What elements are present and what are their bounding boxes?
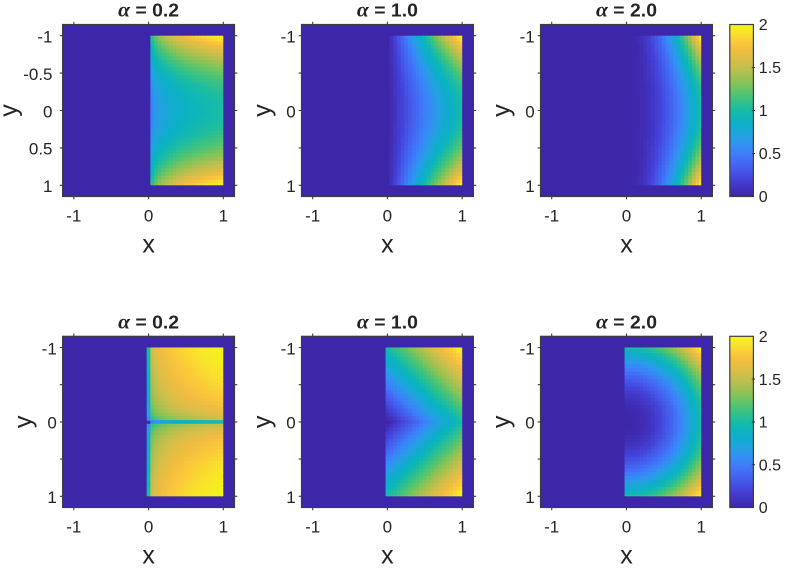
svg-text:x: x [142,231,155,259]
svg-text:2: 2 [759,17,768,34]
svg-text:1: 1 [219,518,228,537]
svg-text:0: 0 [47,414,56,433]
svg-text:α = 2.0: α = 2.0 [596,0,657,22]
svg-text:x: x [620,231,633,259]
svg-text:-1: -1 [66,207,81,226]
svg-text:0: 0 [759,500,768,517]
svg-text:2: 2 [759,329,768,346]
svg-text:0: 0 [383,207,392,226]
svg-text:-1: -1 [305,207,320,226]
svg-text:0: 0 [525,414,534,433]
svg-text:x: x [620,542,633,569]
svg-text:1: 1 [525,488,534,507]
svg-text:α = 1.0: α = 1.0 [357,0,418,22]
svg-text:1: 1 [759,103,768,120]
svg-text:-1: -1 [305,518,320,537]
svg-text:1: 1 [219,207,228,226]
svg-text:α = 2.0: α = 2.0 [596,311,657,333]
svg-text:1.5: 1.5 [759,372,781,389]
svg-text:0: 0 [383,518,392,537]
svg-text:-1: -1 [42,339,57,358]
svg-text:y: y [487,104,515,117]
svg-text:-1: -1 [37,28,52,47]
svg-text:0: 0 [759,189,768,206]
svg-text:-0.5: -0.5 [23,65,52,84]
svg-text:1: 1 [286,177,295,196]
svg-text:0.5: 0.5 [759,146,781,163]
svg-text:α = 1.0: α = 1.0 [357,311,418,333]
svg-text:y: y [487,415,515,428]
svg-text:1: 1 [525,177,534,196]
svg-text:1: 1 [696,518,705,537]
svg-text:1: 1 [43,177,52,196]
svg-text:y: y [248,104,276,117]
svg-text:-1: -1 [66,518,81,537]
svg-text:-1: -1 [281,28,296,47]
svg-text:-1: -1 [544,207,559,226]
svg-text:α = 0.2: α = 0.2 [118,311,179,333]
svg-text:-1: -1 [520,28,535,47]
svg-text:-1: -1 [281,339,296,358]
svg-text:1: 1 [286,488,295,507]
svg-text:0: 0 [622,518,631,537]
svg-text:1: 1 [759,415,768,432]
svg-text:y: y [248,415,276,428]
svg-text:1: 1 [47,488,56,507]
svg-text:x: x [381,542,394,569]
svg-text:1.5: 1.5 [759,60,781,77]
svg-text:0: 0 [144,207,153,226]
svg-text:y: y [9,415,37,428]
svg-text:-1: -1 [520,339,535,358]
svg-text:y: y [0,104,23,117]
svg-text:x: x [142,542,155,569]
svg-text:0: 0 [43,102,52,121]
svg-text:0: 0 [286,102,295,121]
svg-text:0: 0 [622,207,631,226]
svg-text:x: x [381,231,394,259]
svg-text:0: 0 [144,518,153,537]
svg-text:1: 1 [696,207,705,226]
svg-text:1: 1 [457,207,466,226]
svg-text:1: 1 [457,518,466,537]
svg-text:α = 0.2: α = 0.2 [118,0,179,22]
svg-text:-1: -1 [544,518,559,537]
svg-text:0: 0 [525,102,534,121]
svg-text:0.5: 0.5 [29,140,53,159]
svg-text:0: 0 [286,414,295,433]
svg-text:0.5: 0.5 [759,457,781,474]
